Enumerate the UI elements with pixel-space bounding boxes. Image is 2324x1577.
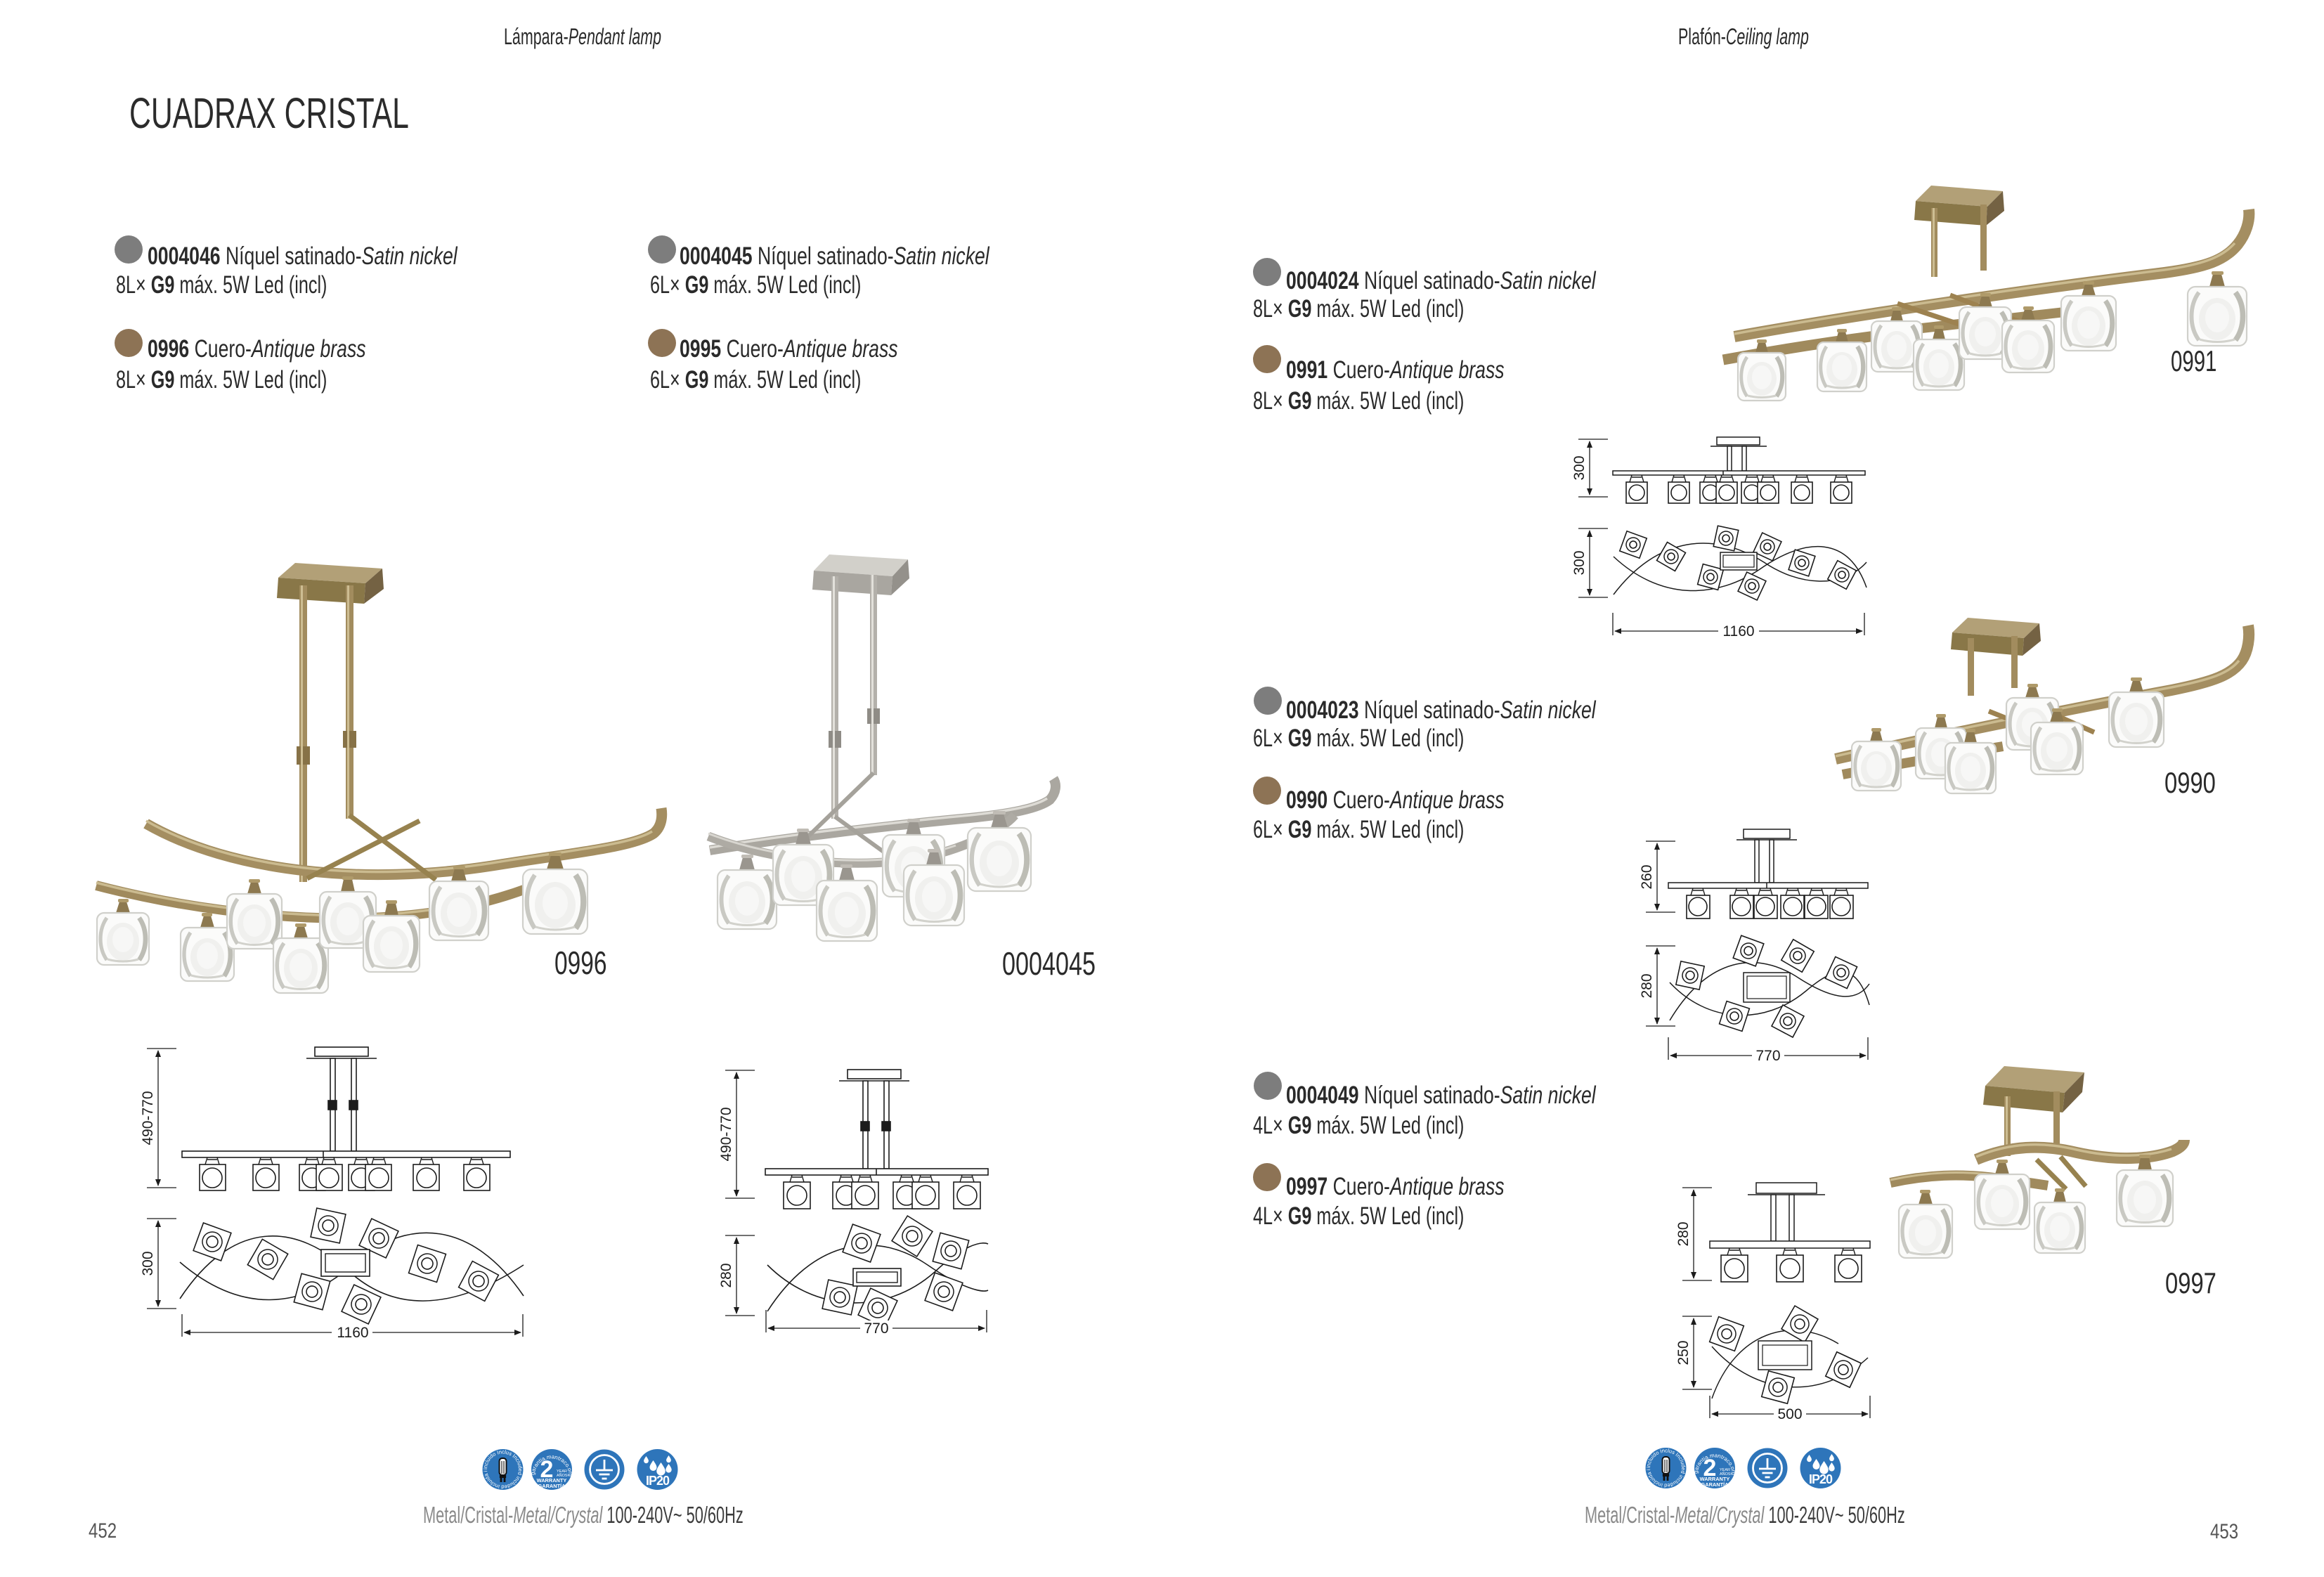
svg-text:2: 2	[1703, 1455, 1717, 1481]
svg-text:260: 260	[1639, 864, 1655, 889]
svg-text:WARRANTY: WARRANTY	[537, 1477, 567, 1484]
svg-text:WARRANTY: WARRANTY	[1700, 1476, 1730, 1482]
svg-text:280: 280	[1675, 1221, 1692, 1246]
svg-text:280: 280	[718, 1263, 734, 1287]
svg-text:YEAR: YEAR	[557, 1469, 567, 1474]
svg-text:IP20: IP20	[646, 1474, 670, 1488]
svg-text:1160: 1160	[337, 1325, 368, 1341]
svg-text:250: 250	[1675, 1340, 1692, 1365]
svg-text:IP20: IP20	[1809, 1472, 1833, 1486]
svg-text:490-770: 490-770	[140, 1091, 156, 1145]
svg-text:YEAR: YEAR	[1720, 1468, 1730, 1472]
svg-text:AÑOS: AÑOS	[1720, 1472, 1731, 1477]
svg-text:770: 770	[1755, 1048, 1780, 1064]
svg-text:1160: 1160	[1722, 623, 1754, 640]
svg-text:GARANTÍA: GARANTÍA	[1701, 1481, 1729, 1488]
svg-text:280: 280	[1639, 973, 1655, 998]
svg-text:300: 300	[1571, 455, 1588, 480]
svg-text:490-770: 490-770	[718, 1107, 734, 1161]
svg-text:770: 770	[864, 1320, 888, 1337]
svg-text:300: 300	[1571, 550, 1588, 575]
svg-text:2: 2	[540, 1456, 554, 1483]
svg-text:500: 500	[1777, 1406, 1802, 1422]
svg-text:AÑOS: AÑOS	[557, 1473, 568, 1478]
svg-text:GARANTÍA: GARANTÍA	[538, 1483, 566, 1489]
svg-text:300: 300	[140, 1251, 156, 1276]
